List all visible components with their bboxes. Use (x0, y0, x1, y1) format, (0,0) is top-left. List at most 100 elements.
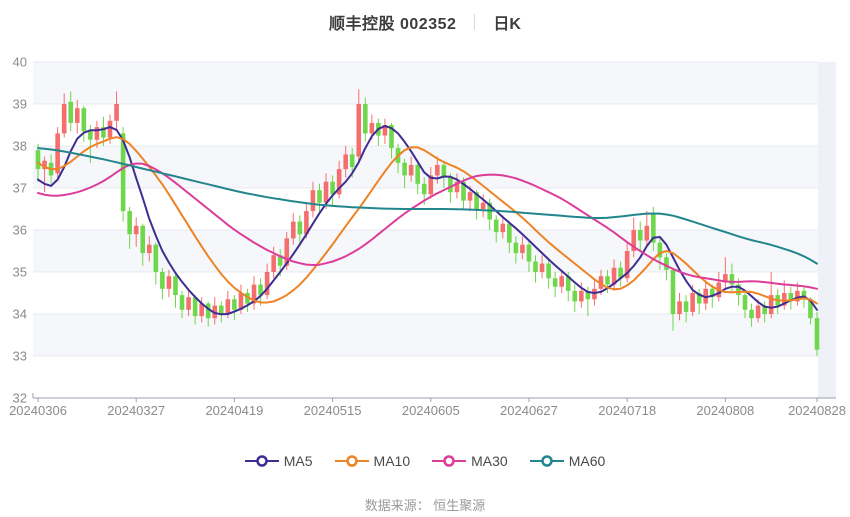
candle-body (74, 108, 80, 123)
candle-body (408, 164, 414, 176)
candle-body (808, 299, 813, 319)
candle-body (133, 225, 139, 235)
y-tick-label: 38 (13, 139, 27, 154)
y-tick-label: 39 (13, 97, 27, 112)
candle-body (186, 297, 191, 310)
candle-body (356, 104, 362, 157)
candle-body (513, 242, 519, 254)
candle-body (107, 120, 113, 138)
legend-item-ma30[interactable]: MA30 (432, 453, 508, 469)
legend-item-ma60[interactable]: MA60 (529, 453, 606, 469)
candle-body (61, 104, 67, 134)
candle-body (467, 192, 473, 201)
y-tick-label: 36 (13, 223, 27, 238)
legend-label: MA10 (373, 453, 411, 469)
candle-body (592, 288, 597, 300)
candle-body (199, 303, 204, 317)
candle-body (749, 309, 754, 319)
legend-marker-icon (334, 455, 369, 467)
legend-item-ma10[interactable]: MA10 (334, 453, 411, 469)
candle-body (605, 276, 610, 285)
candle-body (173, 276, 178, 296)
candle-body (114, 104, 119, 121)
candle-body (474, 192, 479, 209)
candle-body (814, 318, 820, 350)
candle-body (323, 181, 329, 203)
candle-body (709, 288, 715, 298)
candle-body (631, 230, 637, 251)
candle-body (696, 293, 702, 304)
candle-body (520, 244, 525, 254)
candle-body (317, 190, 322, 203)
candle-body (101, 127, 106, 138)
candle-body (146, 244, 152, 254)
plot-bands (33, 62, 818, 398)
candle-body (291, 221, 296, 239)
y-axis: 32 33 34 35 36 37 38 39 40 (13, 55, 27, 406)
candle-body (264, 272, 270, 296)
candle-body (657, 242, 663, 258)
candle-body (389, 125, 394, 149)
candle-body (526, 244, 532, 262)
candle-body (618, 267, 623, 279)
candles-layer (35, 89, 820, 356)
candle-body (755, 305, 761, 319)
candle-body (579, 290, 584, 302)
legend-item-ma5[interactable]: MA5 (244, 453, 313, 469)
x-axis: 20240306 20240327 20240419 20240515 20240605… (9, 393, 846, 418)
candle-body (35, 150, 41, 170)
candle-body (310, 190, 316, 212)
ma-line-ma10 (37, 136, 818, 305)
candle-body (448, 177, 453, 193)
candle-body (559, 276, 564, 287)
period-label: 日K (493, 16, 521, 33)
candle-body (801, 290, 807, 300)
candle-body (205, 303, 211, 319)
candle-body (415, 164, 420, 184)
x-tick-label: 20240627 (500, 403, 558, 418)
candle-body (723, 274, 728, 283)
candle-body (225, 299, 231, 314)
candle-body (480, 202, 486, 209)
candle-body (363, 104, 368, 134)
candle-body (500, 223, 506, 233)
candle-body (585, 290, 591, 300)
candle-body (533, 261, 538, 272)
candle-body (88, 131, 93, 140)
candle-body (428, 175, 434, 195)
y-tick-label: 32 (13, 391, 27, 406)
plot-right-strip (818, 62, 836, 398)
candlestick-chart: 20240306 20240327 20240419 20240515 20240605… (9, 55, 846, 419)
candle-body (284, 238, 290, 266)
candle-body (166, 276, 172, 289)
x-tick-label: 20240808 (696, 403, 754, 418)
candle-body (598, 276, 604, 289)
x-tick-label: 20240306 (9, 403, 67, 418)
legend-label: MA60 (568, 453, 606, 469)
candle-body (349, 154, 355, 167)
y-tick-label: 37 (13, 181, 27, 196)
candle-body (238, 293, 244, 310)
ma-line-ma5 (37, 125, 818, 316)
chart-legend: MA5 MA10 MA30 MA60 (0, 453, 850, 469)
candle-body (140, 225, 146, 254)
legend-marker-icon (244, 455, 279, 467)
x-tick-label: 20240327 (107, 403, 165, 418)
candle-body (192, 297, 198, 317)
candle-body (664, 257, 669, 270)
candle-body (232, 299, 237, 310)
candle-body (637, 230, 643, 241)
x-tick-label: 20240605 (402, 403, 460, 418)
candle-body (651, 213, 656, 243)
legend-marker-icon (529, 455, 564, 467)
candle-body (768, 295, 774, 314)
candle-body (624, 251, 630, 279)
candle-body (493, 219, 499, 233)
x-tick-label: 20240515 (304, 403, 362, 418)
candle-body (507, 223, 512, 243)
candle-body (762, 305, 767, 314)
candle-body (120, 133, 126, 212)
candle-body (160, 272, 165, 289)
stock-title: 顺丰控股 002352 (329, 16, 457, 33)
